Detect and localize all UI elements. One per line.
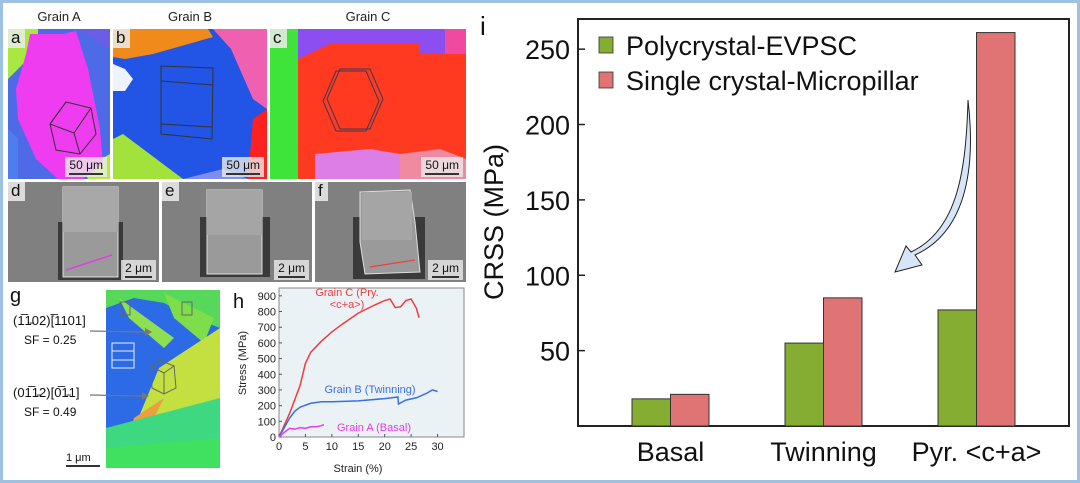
series-label-grain-c-line2: <c+a>) xyxy=(330,299,365,311)
scale-bar-e-text: 2 μm xyxy=(278,261,305,275)
x-tick-label-h: 15 xyxy=(352,441,364,453)
x-tick-label-i: Pyr. <c+a> xyxy=(912,437,1042,467)
panel-e-sem-pillar: e 2 μm xyxy=(162,182,312,282)
curved-arrow-icon xyxy=(894,99,971,273)
bar-single-crystal xyxy=(976,32,1016,427)
panel-label-e: e xyxy=(162,182,180,201)
y-axis-label-h: Stress (MPa) xyxy=(237,331,249,395)
y-tick-label-h: 400 xyxy=(258,369,276,381)
y-tick-label-h: 600 xyxy=(258,338,276,350)
scale-bar-c-text: 50 μm xyxy=(425,158,459,172)
scale-bar-a: 50 μm xyxy=(65,157,107,177)
bar-single-crystal xyxy=(670,393,710,427)
series-line-grain-c xyxy=(278,298,420,438)
y-tick-label-h: 0 xyxy=(270,432,276,444)
scale-bar-e: 2 μm xyxy=(274,260,309,280)
title-grain-a: Grain A xyxy=(37,9,81,24)
scale-bar-f: 2 μm xyxy=(428,260,463,280)
bar-polycrystal xyxy=(937,309,977,427)
y-tick-label-h: 500 xyxy=(258,354,276,366)
x-tick-label-h: 10 xyxy=(326,441,338,453)
panel-c-ebsd-map: c 50 μm xyxy=(270,29,466,179)
scale-bar-b: 50 μm xyxy=(222,157,264,177)
panel-d-sem-pillar: d 2 μm xyxy=(8,182,159,282)
panel-label-d: d xyxy=(8,182,26,201)
panel-b-ebsd-map: b 50 μm xyxy=(113,29,267,179)
ebsd-map-b xyxy=(113,29,267,179)
bar-polycrystal xyxy=(784,342,824,427)
series-label-grain-c: Grain C (Pry. xyxy=(315,287,378,299)
scale-bar-g-text: 1 μm xyxy=(66,452,91,464)
y-tick-label-h: 100 xyxy=(258,416,276,428)
g-annotation1-plane: (1̅1̵02)[̅1101] xyxy=(13,313,86,328)
sem-pillar-f xyxy=(353,189,425,279)
x-axis-label-h: Strain (%) xyxy=(334,463,383,475)
chart-h-stress-strain: h 0 5 10 15 20 25 3001002003004005006007008009… xyxy=(233,287,465,475)
panel-label-a: a xyxy=(8,29,26,48)
g-annotation2-sf: SF = 0.49 xyxy=(24,405,77,419)
y-tick-label-h: 300 xyxy=(258,385,276,397)
panel-label-c: c xyxy=(270,29,287,48)
y-tick-label-i: 200 xyxy=(525,111,570,141)
x-tick-label-h: 5 xyxy=(302,441,308,453)
series-line-grain-a xyxy=(278,424,325,438)
sem-pillar-d xyxy=(58,186,123,280)
panel-label-g: g xyxy=(10,285,22,307)
y-tick-label-i: 150 xyxy=(525,186,570,216)
scale-bar-b-text: 50 μm xyxy=(226,158,260,172)
x-tick-label-h: 20 xyxy=(379,441,391,453)
scale-bar-d: 2 μm xyxy=(121,260,156,280)
panel-a-ebsd-map: a 50 μm xyxy=(8,29,110,179)
scale-bar-a-text: 50 μm xyxy=(69,158,103,172)
ebsd-map-g xyxy=(106,290,220,468)
x-tick-label-h: 25 xyxy=(405,441,417,453)
legend-swatch-polycrystal xyxy=(598,36,614,54)
scale-bar-g: 1 μm xyxy=(66,452,100,467)
y-tick-label-h: 700 xyxy=(258,322,276,334)
x-tick-label-h: 30 xyxy=(431,441,443,453)
legend-swatch-single-crystal xyxy=(598,71,614,89)
legend-label-single-crystal: Single crystal-Micropillar xyxy=(626,66,919,96)
scale-bar-d-text: 2 μm xyxy=(125,261,152,275)
g-annotation-arrows xyxy=(89,328,152,400)
y-tick-label-i: 50 xyxy=(540,337,570,367)
chart-i-crss-bar: i 50 100 150 200 250 Basal Twinning Pyr. <c+a>… xyxy=(479,11,1070,467)
x-tick-label-i: Basal xyxy=(637,437,705,467)
bar-single-crystal xyxy=(823,297,863,427)
y-axis-label-i: CRSS (MPa) xyxy=(479,144,509,300)
series-line-grain-b xyxy=(278,389,438,438)
panel-label-b: b xyxy=(113,29,131,48)
panel-label-h: h xyxy=(233,291,244,313)
panel-label-i: i xyxy=(480,11,486,41)
ebsd-map-c xyxy=(270,29,466,179)
y-tick-label-h: 800 xyxy=(258,307,276,319)
title-grain-b: Grain B xyxy=(167,9,213,24)
plot-area-h xyxy=(278,287,465,438)
y-tick-label-h: 200 xyxy=(258,401,276,413)
panel-f-sem-pillar: f 2 μm xyxy=(315,182,466,282)
series-label-grain-b: Grain B (Twinning) xyxy=(324,384,415,396)
arrow-icon xyxy=(145,328,152,336)
x-tick-label-h: 0 xyxy=(276,441,282,453)
scale-bar-c: 50 μm xyxy=(421,157,463,177)
y-tick-label-i: 250 xyxy=(525,35,570,65)
g-annotation1-sf: SF = 0.25 xyxy=(24,333,77,347)
legend-label-polycrystal: Polycrystal-EVPSC xyxy=(626,31,857,61)
panel-g-ebsd-pillar xyxy=(104,288,224,471)
y-tick-label-i: 100 xyxy=(525,261,570,291)
bar-polycrystal xyxy=(631,398,671,427)
title-grain-c: Grain C xyxy=(345,9,391,24)
y-tick-label-h: 900 xyxy=(258,291,276,303)
panel-label-f: f xyxy=(315,182,328,201)
x-tick-label-i: Twinning xyxy=(770,437,877,467)
g-annotation2-plane: (01̅1̵2)[0̅1̵1] xyxy=(13,385,80,400)
scale-bar-f-text: 2 μm xyxy=(432,261,459,275)
arrow-icon xyxy=(142,392,149,400)
sem-pillar-e xyxy=(200,189,270,277)
series-label-grain-a: Grain A (Basal) xyxy=(337,422,411,434)
